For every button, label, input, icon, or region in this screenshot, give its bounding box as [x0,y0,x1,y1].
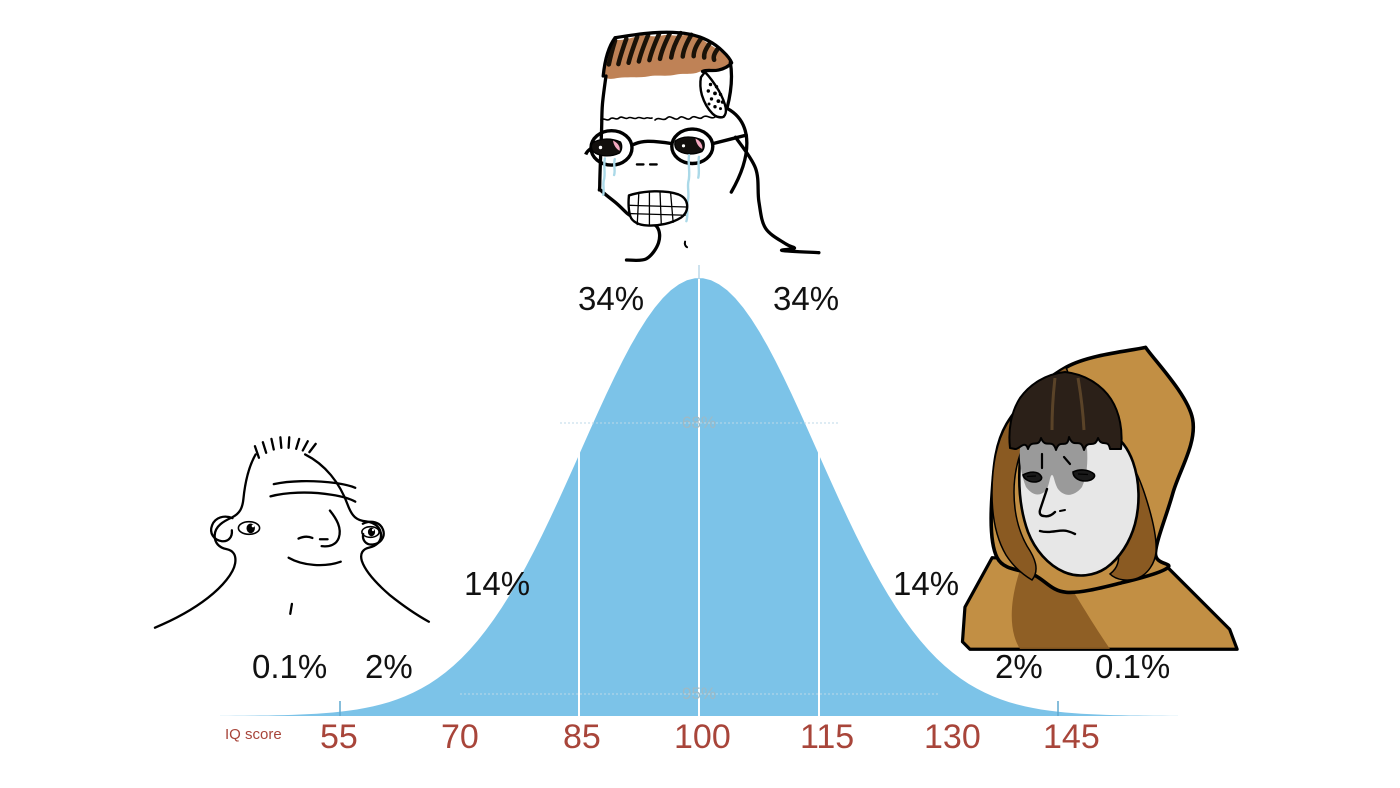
svg-text:68%: 68% [682,413,716,432]
svg-text:95%: 95% [682,684,716,703]
